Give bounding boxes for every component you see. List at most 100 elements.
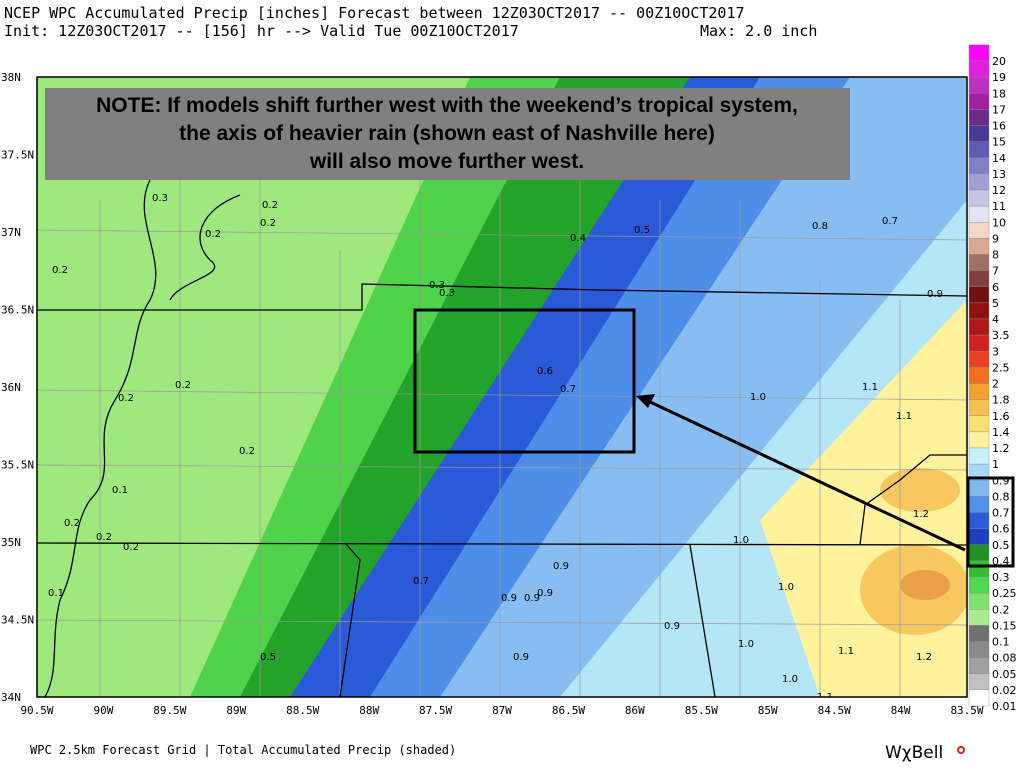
legend-label: 0.7 (992, 507, 1010, 520)
legend-label: 3.5 (992, 329, 1010, 342)
map-frame (36, 76, 968, 698)
contour-label: 0.2 (205, 229, 221, 240)
legend-label: 1.4 (992, 426, 1010, 439)
legend-label: 0.9 (992, 474, 1010, 487)
legend-label: 1.2 (992, 442, 1010, 455)
contour-label: 0.2 (123, 542, 139, 553)
contour-label: 0.9 (513, 652, 529, 663)
legend-label: 0.3 (992, 571, 1010, 584)
lat-label: 36N (1, 381, 21, 394)
contour-label: 0.6 (537, 366, 553, 377)
legend-label: 20 (992, 55, 1006, 68)
legend-label: 0.5 (992, 539, 1010, 552)
patch (880, 468, 960, 512)
legend-swatch (968, 141, 990, 158)
legend-swatch (968, 383, 990, 400)
map: 0.30.20.20.20.20.40.5 0.8 0.70.30.3 0.90.60… (37, 77, 967, 703)
lat-label: 34.5N (1, 614, 34, 627)
contour-label: 0.2 (96, 532, 112, 543)
legend-label: 13 (992, 168, 1006, 181)
legend-swatch (968, 189, 990, 207)
logo-dot (957, 746, 965, 754)
legend-swatch (968, 334, 990, 352)
legend-swatch (968, 560, 990, 578)
county-lines (37, 150, 967, 697)
legend-swatch (968, 60, 990, 78)
legend-swatch (968, 238, 990, 255)
legend-label: 19 (992, 71, 1006, 84)
legend-label: 0.05 (992, 668, 1017, 681)
lon-label: 90W (93, 704, 113, 717)
legend-swatch (968, 431, 990, 449)
header-init: Init: 12Z03OCT2017 -- [156] hr --> Valid… (4, 22, 519, 40)
contour-label: 0.4 (570, 233, 586, 244)
legend-label: 14 (992, 152, 1006, 165)
focus-box (413, 308, 636, 454)
lon-label: 90.5W (20, 704, 53, 717)
contour-label: 0.9 (927, 289, 943, 300)
patch (900, 570, 950, 600)
lat-label: 38N (1, 71, 21, 84)
legend-label: 11 (992, 200, 1006, 213)
legend-label: 17 (992, 103, 1006, 116)
legend-swatch (968, 480, 990, 497)
contour-labels: 0.30.20.20.20.20.40.5 0.8 0.70.30.3 0.90.60… (48, 193, 943, 703)
legend-label: 0.15 (992, 619, 1017, 632)
legend-swatch (968, 125, 990, 142)
contour-label: 1.1 (838, 646, 854, 657)
contour-label: 1.0 (750, 392, 766, 403)
legend-swatch (968, 76, 990, 94)
legend-label: 4 (992, 313, 999, 326)
legend-label: 12 (992, 184, 1006, 197)
contour-label: 1.1 (862, 382, 878, 393)
legend-swatch (968, 576, 990, 594)
contour-label: 0.7 (413, 576, 429, 587)
contour-label: 1.0 (733, 535, 749, 546)
contour-label: 0.8 (812, 221, 828, 232)
legend-swatch (968, 496, 990, 513)
legend-swatch (968, 657, 990, 674)
legend-swatch (968, 93, 990, 110)
legend-swatch (968, 609, 990, 626)
legend-swatch (968, 44, 990, 62)
legend-swatch (968, 399, 990, 416)
state-borders (37, 179, 967, 697)
lon-label: 84W (891, 704, 911, 717)
footer-caption: WPC 2.5km Forecast Grid | Total Accumula… (30, 743, 456, 757)
legend-swatch (968, 641, 990, 658)
logo: WχBell (885, 743, 943, 763)
lon-label: 85.5W (685, 704, 718, 717)
contour-label: 1.0 (782, 674, 798, 685)
legend-highlight (966, 476, 1015, 568)
legend-swatch (968, 673, 990, 691)
lat-label: 35.5N (1, 459, 34, 472)
legend-label: 6 (992, 281, 999, 294)
contour-label: 0.2 (118, 393, 134, 404)
lon-label: 88.5W (286, 704, 319, 717)
legend-swatch (968, 544, 990, 562)
legend-label: 9 (992, 232, 999, 245)
lat-label: 37N (1, 226, 21, 239)
legend-swatch (968, 286, 990, 304)
header-title: NCEP WPC Accumulated Precip [inches] For… (4, 4, 745, 22)
legend-swatch (968, 447, 990, 465)
contour-label: 0.7 (882, 216, 898, 227)
legend-label: 5 (992, 297, 999, 310)
legend-swatch (968, 302, 990, 320)
lon-label: 87W (492, 704, 512, 717)
contour-label: 1.1 (817, 692, 833, 703)
legend-swatch (968, 625, 990, 642)
contour-label: 0.5 (634, 225, 650, 236)
legend-label: 1.6 (992, 410, 1010, 423)
lon-label: 84.5W (818, 704, 851, 717)
contour-label: 0.9 (537, 588, 553, 599)
legend-swatch (968, 528, 990, 545)
contour-label: 0.1 (112, 485, 128, 496)
contour-label: 0.9 (524, 593, 540, 604)
legend-swatch (968, 270, 990, 287)
legend-swatch (968, 157, 990, 175)
lon-label: 85W (758, 704, 778, 717)
legend-label: 3 (992, 345, 999, 358)
contour-label: 0.9 (664, 621, 680, 632)
